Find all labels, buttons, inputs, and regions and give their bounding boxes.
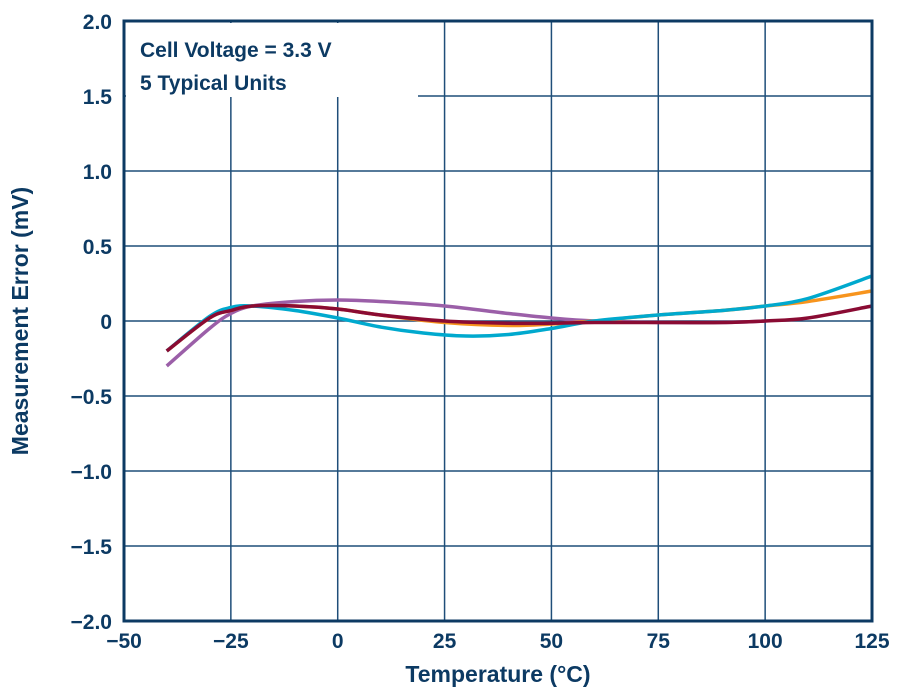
y-tick-label: −2.0 [71, 611, 112, 634]
x-tick-label: 50 [540, 630, 563, 653]
y-tick-label: −1.0 [71, 461, 112, 484]
x-tick-label: 0 [332, 630, 344, 653]
plot-frame [122, 19, 874, 623]
series-line-4 [165, 303, 873, 353]
x-tick-label: 100 [748, 630, 783, 653]
annotation-line-1: Cell Voltage = 3.3 V [140, 39, 332, 62]
y-tick-label: 2.0 [83, 11, 112, 34]
x-tick-label: 25 [433, 630, 457, 653]
y-tick-label: 0 [100, 311, 112, 334]
y-tick-label: 1.5 [83, 86, 113, 109]
y-tick-label: 1.0 [83, 161, 112, 184]
x-tick-label: −25 [213, 630, 249, 653]
series-line-1 [165, 298, 766, 368]
y-tick-label: −0.5 [71, 386, 113, 409]
y-axis-label: Measurement Error (mV) [7, 187, 33, 455]
x-axis-label: Temperature (°C) [405, 661, 590, 687]
annotation-line-2: 5 Typical Units [140, 72, 287, 95]
x-tick-label: −50 [106, 630, 142, 653]
annotation-box [126, 23, 418, 97]
y-tick-label: 0.5 [83, 236, 113, 259]
x-tick-label: 75 [647, 630, 671, 653]
x-tick-label: 125 [854, 630, 889, 653]
y-tick-label: −1.5 [71, 536, 113, 559]
